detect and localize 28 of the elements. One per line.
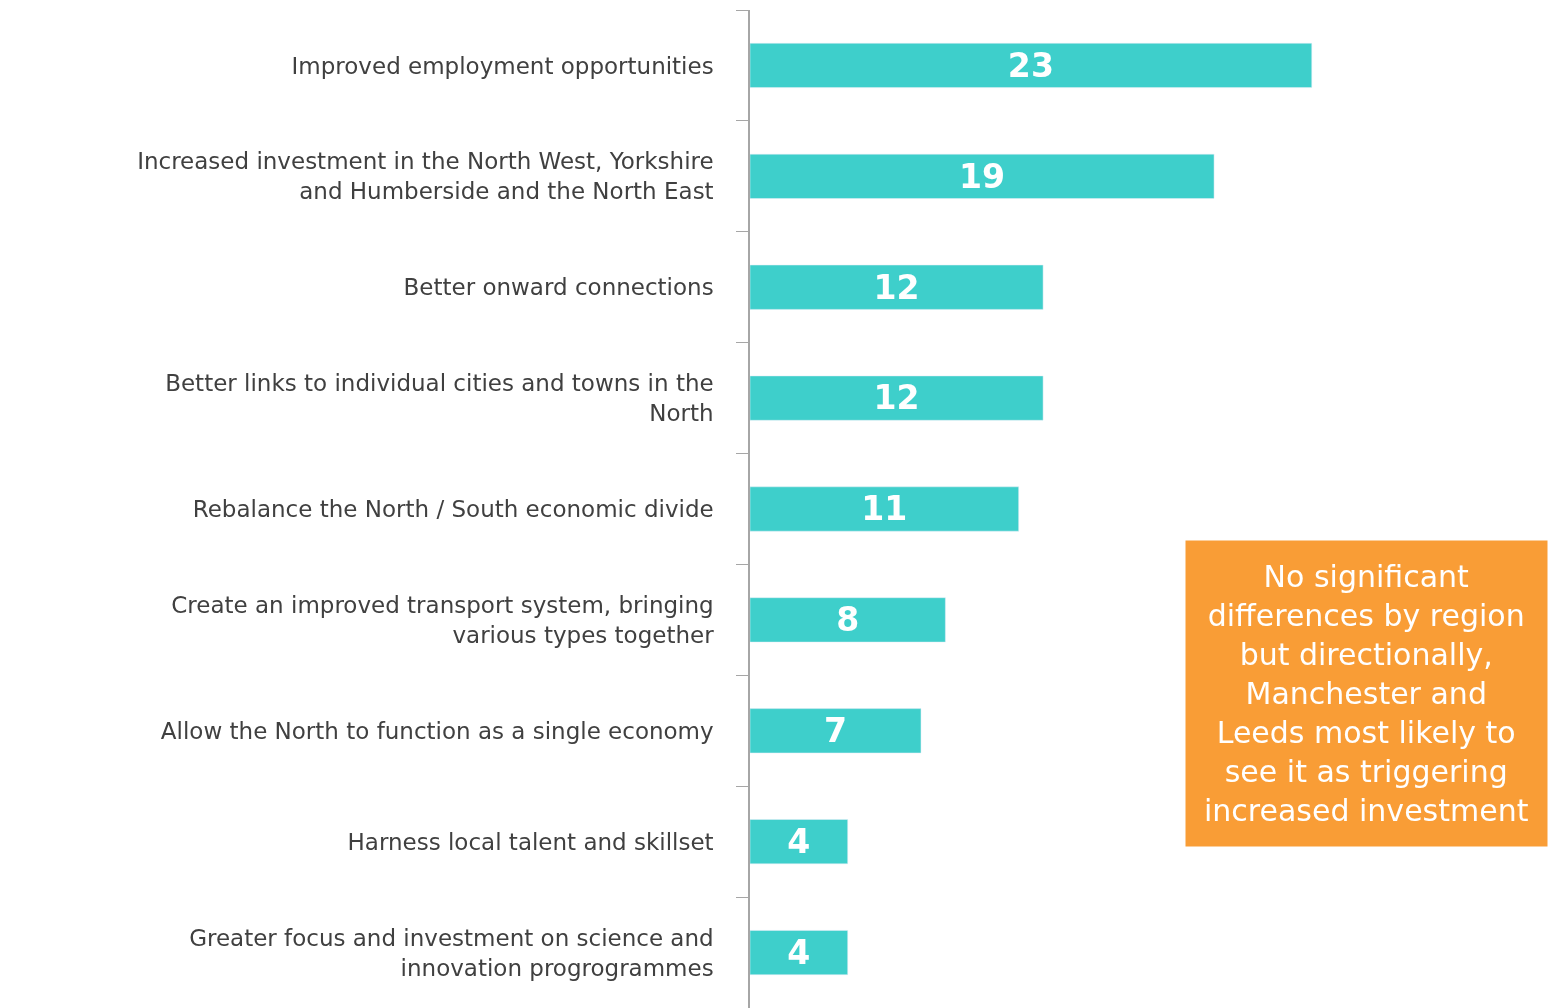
bar xyxy=(750,708,922,754)
data-label: 8 xyxy=(836,600,860,640)
data-label: 19 xyxy=(958,156,1006,196)
bar xyxy=(750,43,1313,88)
data-label: 7 xyxy=(823,711,848,751)
bar xyxy=(750,597,946,643)
y-tick-label: Greater focus and investment on science and innovation progrogrammes xyxy=(189,924,714,981)
data-label: 12 xyxy=(873,267,920,307)
bar xyxy=(750,930,848,975)
y-tick-label: Rebalance the North / South economic divide xyxy=(192,496,714,523)
y-tick-label: Create an improved transport system, bringing various types together xyxy=(171,591,715,648)
bar xyxy=(750,375,1044,421)
bar xyxy=(750,486,1019,532)
data-label: 23 xyxy=(1007,45,1054,85)
data-label: 12 xyxy=(873,378,920,418)
annotation: No significant differences by region but directionally, Manchester and Leeds most likely to see it as triggering increased investment xyxy=(1204,559,1529,828)
bar xyxy=(750,819,848,865)
bar xyxy=(750,153,1215,199)
y-tick-label: Better links to individual cities and towns in the North xyxy=(165,370,714,427)
y-tick-label: Better onward connections xyxy=(403,274,714,301)
y-tick-label: Improved employment opportunities xyxy=(291,52,714,79)
data-label: 4 xyxy=(787,932,811,972)
y-tick-label: Harness local talent and skillset xyxy=(347,828,714,855)
data-label: 4 xyxy=(787,822,811,861)
bar xyxy=(750,264,1044,310)
data-label: 11 xyxy=(861,489,908,529)
y-tick-label: Increased investment in the North West, Yorkshire and Humberside and the North East xyxy=(137,148,714,205)
y-tick-label: Allow the North to function as a single economy xyxy=(160,717,714,744)
